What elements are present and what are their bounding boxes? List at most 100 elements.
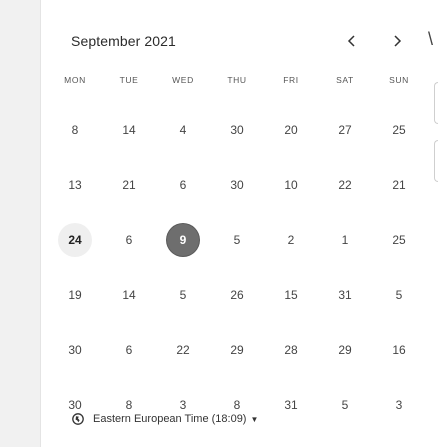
day-number: 5 [395,287,403,302]
chevron-right-icon [394,35,402,47]
day-number: 20 [284,122,298,137]
timezone-selector[interactable]: Eastern European Time (18:09) ▼ [72,413,258,425]
day-cell[interactable]: 2 [264,212,318,267]
week-row: 19 14 5 26 15 31 5 [48,267,426,322]
day-number: 15 [284,287,298,302]
day-number: 6 [125,232,133,247]
day-cell[interactable]: 22 [156,322,210,377]
day-number: 6 [125,342,133,357]
day-cell[interactable]: 25 [372,102,426,157]
day-cell[interactable]: 8 [102,377,156,432]
day-cell[interactable]: 6 [102,322,156,377]
day-cell[interactable]: 28 [264,322,318,377]
side-tab[interactable] [434,82,438,124]
day-cell[interactable]: 6 [102,212,156,267]
day-number: 24 [58,222,92,257]
day-cell[interactable]: 5 [318,377,372,432]
day-cell[interactable]: 30 [210,157,264,212]
prev-month-button[interactable] [341,30,363,52]
calendar-grid: MON TUE WED THU FRI SAT SUN 8 14 4 30 20 27 25… [48,58,426,432]
weekday-label: FRI [283,75,299,85]
side-tab[interactable] [434,140,438,182]
panel-divider [40,0,41,447]
day-number: 29 [338,342,352,357]
chevron-left-icon [347,35,355,47]
day-cell-today[interactable]: 24 [48,212,102,267]
day-cell[interactable]: 19 [48,267,102,322]
day-cell[interactable]: 20 [264,102,318,157]
day-cell[interactable]: 21 [372,157,426,212]
day-cell[interactable]: 5 [372,267,426,322]
day-number: 13 [68,177,82,192]
day-cell[interactable]: 21 [102,157,156,212]
day-number: 3 [395,397,403,412]
next-month-button[interactable] [386,30,408,52]
timezone-label: Eastern European Time (18:09) [93,413,247,425]
day-number: 9 [167,223,199,256]
day-number: 25 [392,232,406,247]
day-cell[interactable]: 13 [48,157,102,212]
day-number: 8 [71,122,79,137]
day-cell[interactable]: 27 [318,102,372,157]
day-cell[interactable]: 14 [102,102,156,157]
day-cell[interactable]: 14 [102,267,156,322]
caret-down-icon: ▼ [250,414,259,424]
day-cell[interactable]: 6 [156,157,210,212]
day-cell[interactable]: 25 [372,212,426,267]
day-cell[interactable]: 15 [264,267,318,322]
day-number: 8 [233,397,241,412]
day-number: 16 [392,342,406,357]
day-cell[interactable]: 26 [210,267,264,322]
day-cell[interactable]: 8 [210,377,264,432]
day-number: 14 [122,122,136,137]
day-number: 6 [179,177,187,192]
day-cell[interactable]: 3 [372,377,426,432]
day-cell[interactable]: 3 [156,377,210,432]
day-number: 19 [68,287,82,302]
weekday-label: TUE [119,75,139,85]
day-number: 10 [284,177,298,192]
month-title: September 2021 [71,33,176,49]
day-number: 5 [341,397,349,412]
week-row: 8 14 4 30 20 27 25 [48,102,426,157]
day-number: 4 [179,122,187,137]
day-number: 30 [68,342,82,357]
week-row: 13 21 6 30 10 22 21 [48,157,426,212]
day-cell[interactable]: 10 [264,157,318,212]
day-cell[interactable]: 5 [210,212,264,267]
weekday-label: THU [227,75,247,85]
weekday-label: SUN [389,75,409,85]
day-cell[interactable]: 31 [318,267,372,322]
day-number: 26 [230,287,244,302]
edge-fragment: \ [428,29,434,49]
weekday-label: WED [172,75,194,85]
day-cell-selected[interactable]: 9 [156,212,210,267]
day-number: 30 [230,177,244,192]
day-number: 31 [338,287,352,302]
day-cell[interactable]: 30 [48,377,102,432]
day-number: 30 [230,122,244,137]
day-cell[interactable]: 5 [156,267,210,322]
day-number: 22 [338,177,352,192]
day-cell[interactable]: 8 [48,102,102,157]
day-number: 1 [341,232,349,247]
day-number: 30 [68,397,82,412]
day-cell[interactable]: 1 [318,212,372,267]
day-cell[interactable]: 29 [210,322,264,377]
day-number: 22 [176,342,190,357]
day-number: 21 [122,177,136,192]
day-cell[interactable]: 22 [318,157,372,212]
day-cell[interactable]: 30 [48,322,102,377]
day-number: 21 [392,177,406,192]
day-cell[interactable]: 29 [318,322,372,377]
day-number: 8 [125,397,133,412]
day-cell[interactable]: 31 [264,377,318,432]
day-number: 31 [284,397,298,412]
day-number: 2 [287,232,295,247]
day-cell[interactable]: 30 [210,102,264,157]
weekday-label: MON [64,75,86,85]
day-cell[interactable]: 16 [372,322,426,377]
weekday-label: SAT [336,75,354,85]
day-cell[interactable]: 4 [156,102,210,157]
weeks-container: 8 14 4 30 20 27 25 13 21 6 30 10 22 21 24 6 9 5 2 1 25 19 14 5 2… [48,102,426,432]
